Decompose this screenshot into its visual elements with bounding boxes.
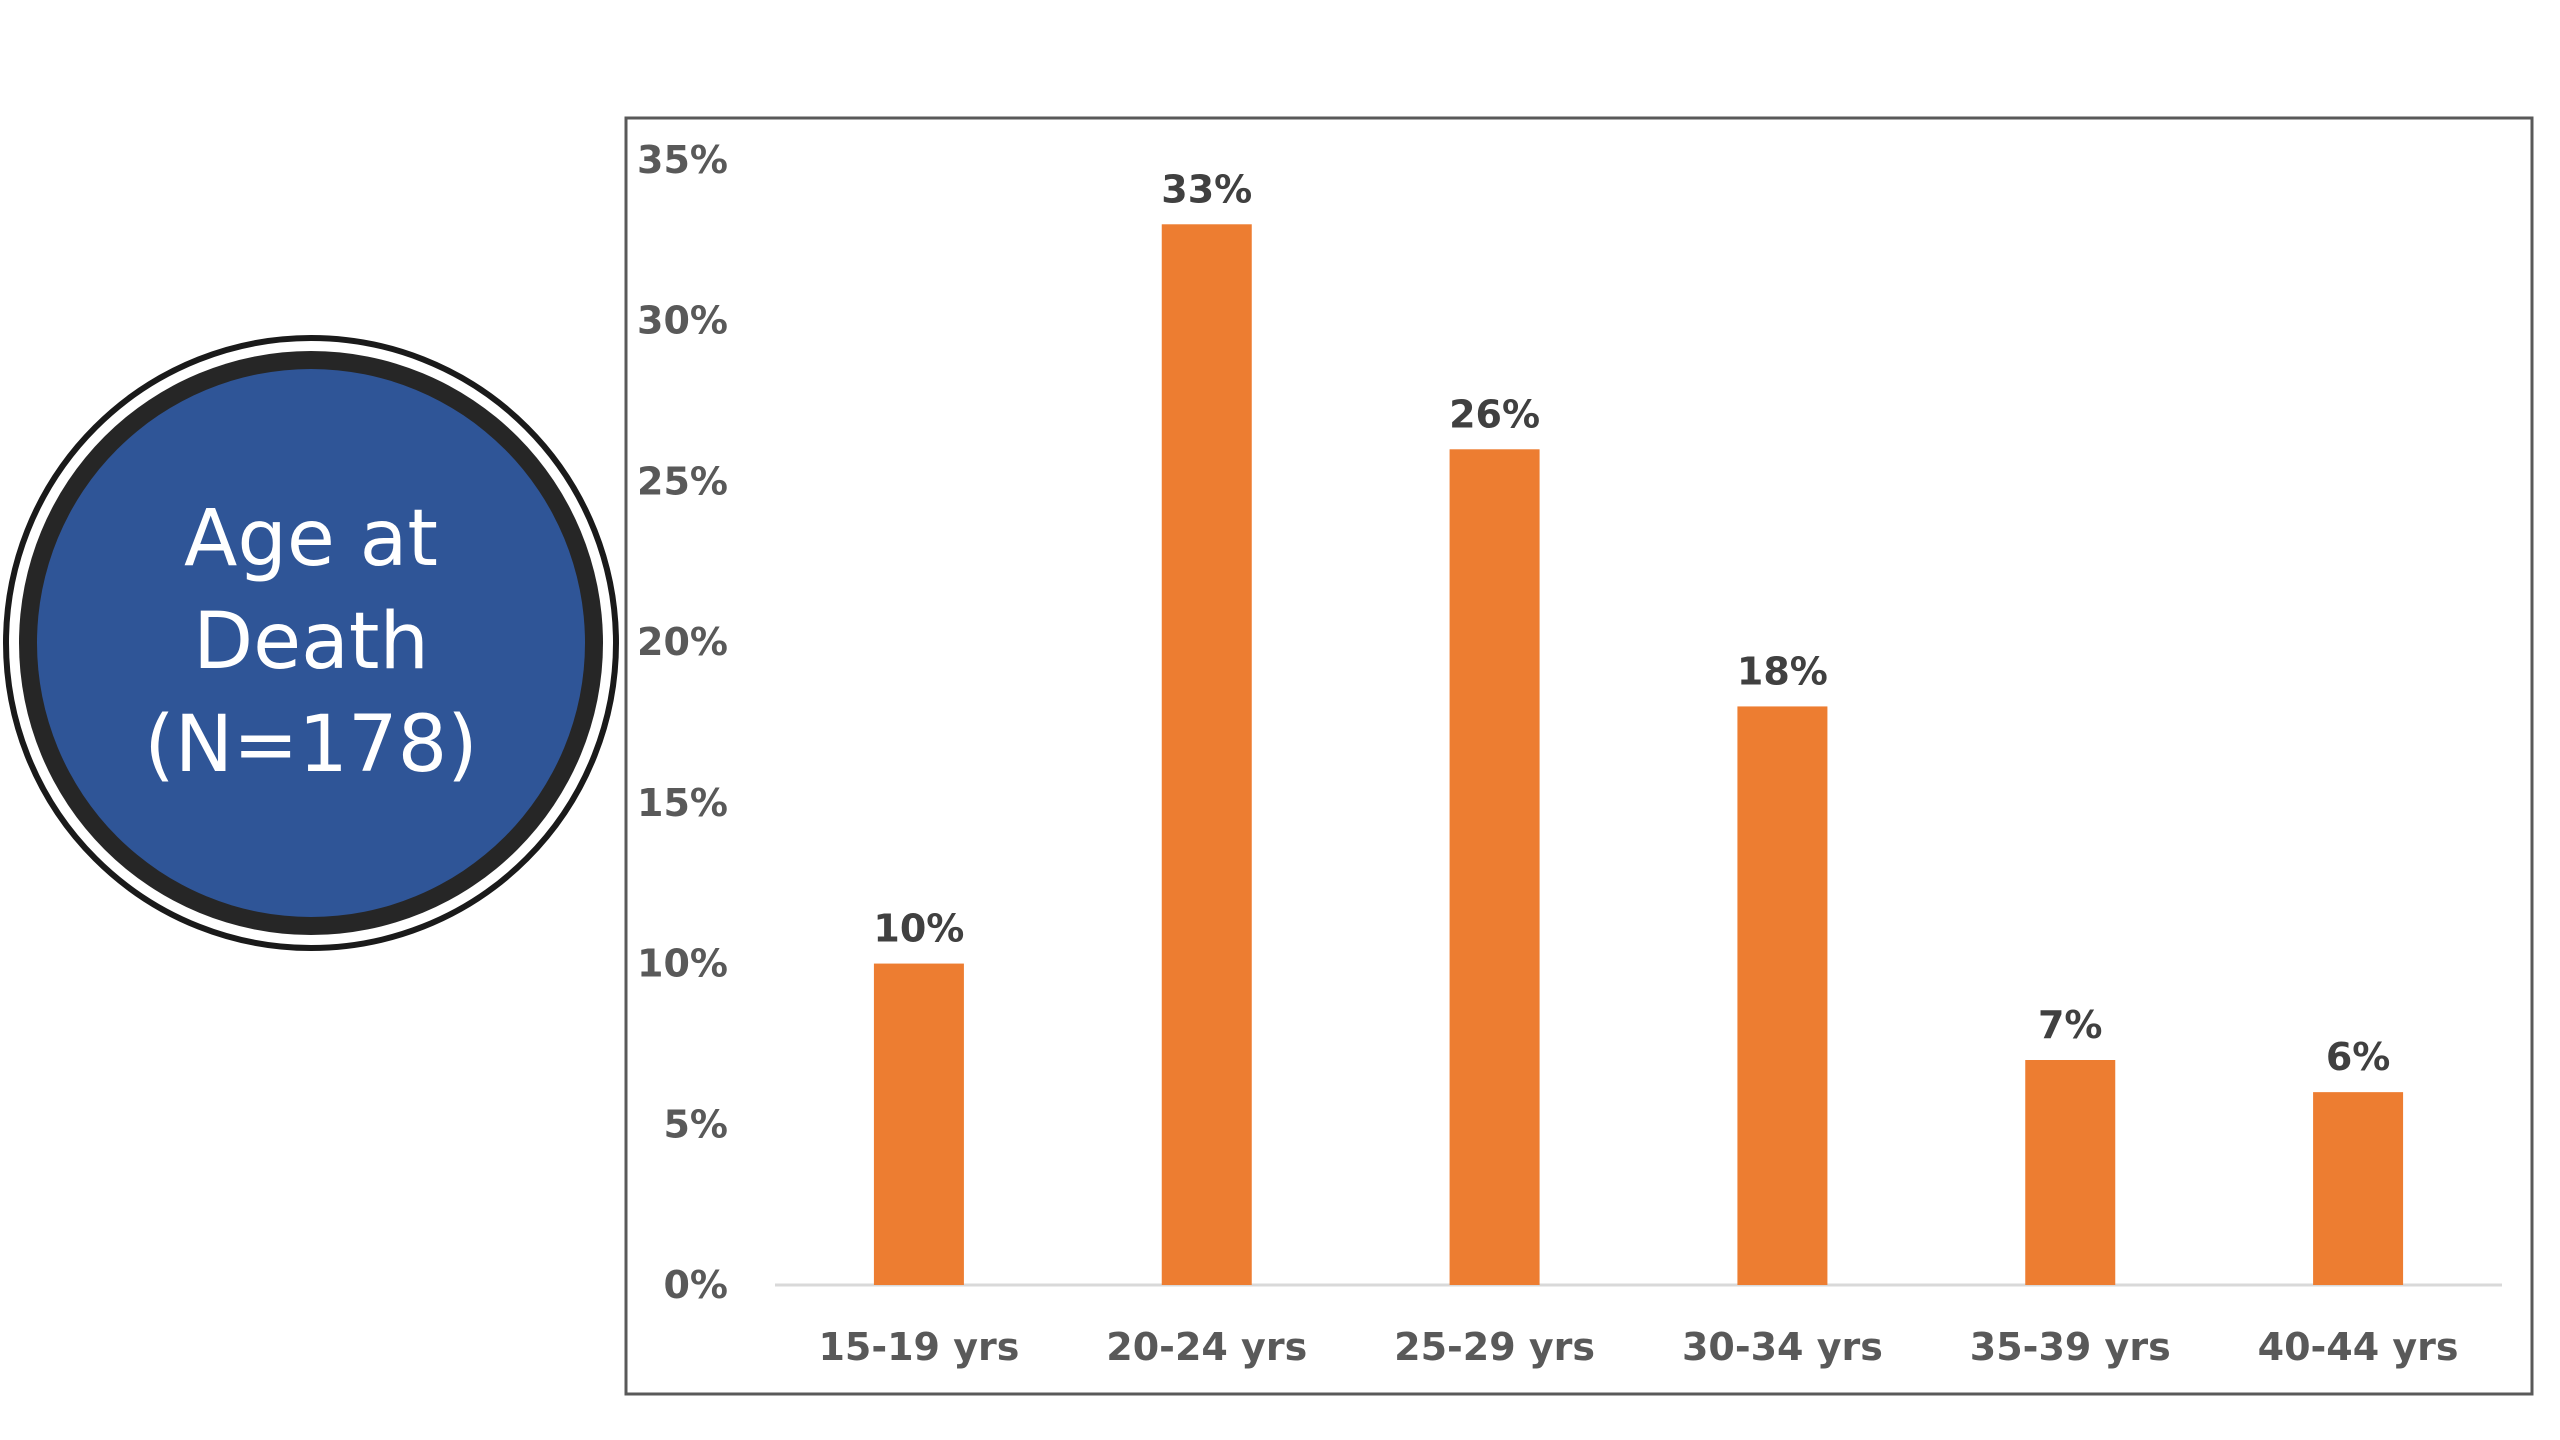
badge-fill: [37, 369, 585, 917]
x-tick-label: 35-39 yrs: [1970, 1325, 2171, 1369]
x-tick-label: 20-24 yrs: [1106, 1325, 1307, 1369]
bar-data-label: 18%: [1737, 649, 1828, 693]
bar: [2025, 1060, 2116, 1285]
bar-data-label: 26%: [1449, 392, 1540, 436]
y-axis: 0% 5% 10% 15% 20% 25% 30% 35%: [637, 138, 728, 1307]
badge-title-line-1: Age at: [184, 494, 438, 584]
x-tick-label: 15-19 yrs: [818, 1325, 1019, 1369]
y-tick-label: 15%: [637, 781, 728, 825]
x-tick-label: 40-44 yrs: [2258, 1325, 2459, 1369]
y-tick-label: 30%: [637, 299, 728, 343]
x-tick-label: 25-29 yrs: [1394, 1325, 1595, 1369]
y-tick-label: 5%: [663, 1102, 728, 1146]
title-badge: Age at Death (N=178): [3, 335, 619, 951]
bar: [1161, 224, 1252, 1285]
bar-data-label: 10%: [873, 907, 964, 951]
bar: [1449, 449, 1540, 1285]
badge-title-line-2: Death: [193, 597, 429, 687]
x-axis: 15-19 yrs 20-24 yrs 25-29 yrs 30-34 yrs 35-3…: [818, 1325, 2458, 1369]
bar: [2313, 1092, 2404, 1285]
y-tick-label: 20%: [637, 620, 728, 664]
bar-series: [873, 224, 2404, 1285]
bar-data-label: 7%: [2038, 1003, 2103, 1047]
data-labels: 10% 33% 26% 18% 7% 6%: [873, 167, 2390, 1079]
y-tick-label: 25%: [637, 459, 728, 503]
y-tick-label: 10%: [637, 942, 728, 986]
bar-data-label: 6%: [2326, 1035, 2391, 1079]
x-tick-label: 30-34 yrs: [1682, 1325, 1883, 1369]
y-tick-label: 35%: [637, 138, 728, 182]
bar: [1737, 706, 1828, 1285]
bar-data-label: 33%: [1161, 167, 1252, 211]
badge-title-line-3: (N=178): [144, 700, 477, 790]
y-tick-label: 0%: [663, 1263, 728, 1307]
bar: [873, 963, 964, 1285]
